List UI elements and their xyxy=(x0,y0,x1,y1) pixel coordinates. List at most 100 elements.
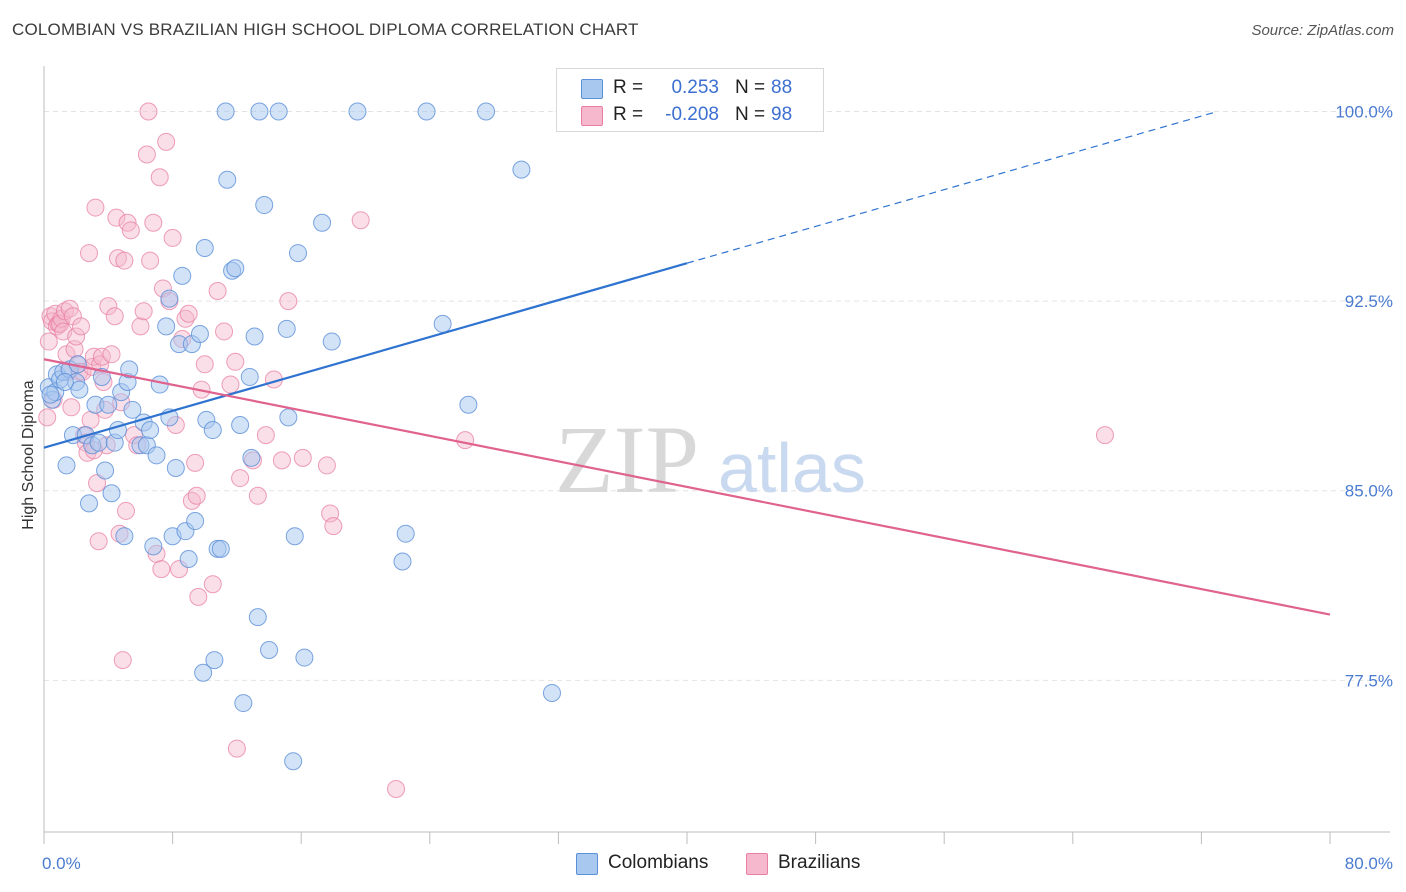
colombian-point xyxy=(179,549,198,568)
colombian-point xyxy=(115,527,134,546)
brazilian-point xyxy=(179,304,198,323)
colombian-point xyxy=(248,608,267,627)
brazilian-point xyxy=(99,297,118,316)
colombian-point xyxy=(160,289,179,308)
colombian-point xyxy=(279,408,298,427)
brazilian-point xyxy=(89,532,108,551)
colombian-point xyxy=(231,415,250,434)
y-tick-label: 85.0% xyxy=(1345,482,1393,501)
colombian-point xyxy=(255,196,274,215)
brazilian-point xyxy=(176,309,195,328)
colombian-point xyxy=(123,400,142,419)
brazilian-point xyxy=(248,486,267,505)
colombian-point xyxy=(459,395,478,414)
brazilian-point xyxy=(139,102,158,121)
brazilian-point xyxy=(102,345,121,364)
brazilian-point xyxy=(38,408,57,427)
brazilian-point xyxy=(317,456,336,475)
colombians-trendline xyxy=(43,262,688,449)
y-axis-label: High School Diploma xyxy=(20,380,37,530)
colombian-point xyxy=(240,367,259,386)
colombian-point xyxy=(313,213,332,232)
colombian-point xyxy=(190,324,209,343)
colombians-n-value: 88 xyxy=(771,77,793,98)
colombian-point xyxy=(55,373,74,392)
colombian-point xyxy=(194,663,213,682)
colombian-point xyxy=(80,494,99,513)
brazilian-point xyxy=(67,327,86,346)
colombian-point xyxy=(393,552,412,571)
brazilian-point xyxy=(131,317,150,336)
colombian-point xyxy=(542,683,561,702)
series-legend: Colombians Brazilians xyxy=(0,851,1406,879)
brazilian-point xyxy=(203,575,222,594)
colombian-point xyxy=(234,694,253,713)
colombian-point xyxy=(173,266,192,285)
brazilian-point xyxy=(116,501,135,520)
colombian-point xyxy=(396,524,415,543)
brazilian-point xyxy=(80,244,99,263)
colombian-point xyxy=(242,448,261,467)
colombians-swatch xyxy=(581,79,603,99)
colombian-point xyxy=(186,512,205,531)
colombian-point xyxy=(512,160,531,179)
x-tick-label: 80.0% xyxy=(1345,854,1393,873)
brazilian-point xyxy=(456,431,475,450)
brazilian-point xyxy=(105,307,124,326)
brazilian-point xyxy=(226,352,245,371)
brazilian-point xyxy=(1095,426,1114,445)
colombian-point xyxy=(89,433,108,452)
y-tick-labels: 77.5% 85.0% 92.5% 100.0% xyxy=(1335,103,1393,691)
brazilian-point xyxy=(221,375,240,394)
brazilian-point xyxy=(88,474,107,493)
chart-title: COLOMBIAN VS BRAZILIAN HIGH SCHOOL DIPLO… xyxy=(12,20,639,39)
brazilian-point xyxy=(227,739,246,758)
watermark-atlas: atlas xyxy=(718,429,866,507)
brazilian-point xyxy=(189,587,208,606)
colombian-point xyxy=(285,527,304,546)
brazilian-point xyxy=(351,211,370,230)
brazilian-point xyxy=(186,453,205,472)
y-tick-label: 100.0% xyxy=(1335,103,1393,122)
colombians-legend-swatch xyxy=(576,853,598,875)
y-tick-label: 77.5% xyxy=(1345,671,1393,690)
brazilian-point xyxy=(141,251,160,270)
brazilian-point xyxy=(39,332,58,351)
brazilian-point xyxy=(62,398,81,417)
brazilian-point xyxy=(231,469,250,488)
colombian-point xyxy=(120,360,139,379)
gridlines xyxy=(44,111,1390,681)
brazilian-point xyxy=(150,168,169,187)
brazilian-point xyxy=(272,451,291,470)
colombians-legend-label: Colombians xyxy=(608,852,709,873)
axes xyxy=(43,66,1390,844)
brazilian-point xyxy=(152,560,171,579)
brazilian-point xyxy=(81,410,100,429)
brazilians-trendline xyxy=(43,358,1331,616)
brazilian-point xyxy=(195,355,214,374)
brazilian-point xyxy=(187,486,206,505)
colombian-point xyxy=(99,395,118,414)
colombian-point xyxy=(205,651,224,670)
brazilian-point xyxy=(182,491,201,510)
colombian-point xyxy=(57,456,76,475)
colombian-point xyxy=(96,461,115,480)
brazilian-point xyxy=(279,292,298,311)
colombian-point xyxy=(41,385,60,404)
brazilian-point xyxy=(121,221,140,240)
trendlines xyxy=(43,110,1331,616)
colombians-trendline-extension xyxy=(686,110,1218,264)
colombian-point xyxy=(218,170,237,189)
colombian-point xyxy=(269,102,288,121)
brazilian-point xyxy=(215,322,234,341)
legend-row-brazilians: R = -0.208 N = 98 xyxy=(557,100,823,128)
colombian-point xyxy=(477,102,496,121)
source-label: Source: ZipAtlas.com xyxy=(1251,22,1394,39)
colombian-point xyxy=(157,317,176,336)
colombian-point xyxy=(144,537,163,556)
x-tick-label: 0.0% xyxy=(42,854,81,873)
brazilian-point xyxy=(256,426,275,445)
colombian-point xyxy=(141,421,160,440)
stats-legend: R = 0.253 N = 88 R = -0.208 N = 98 xyxy=(556,68,824,132)
brazilian-point xyxy=(208,281,227,300)
